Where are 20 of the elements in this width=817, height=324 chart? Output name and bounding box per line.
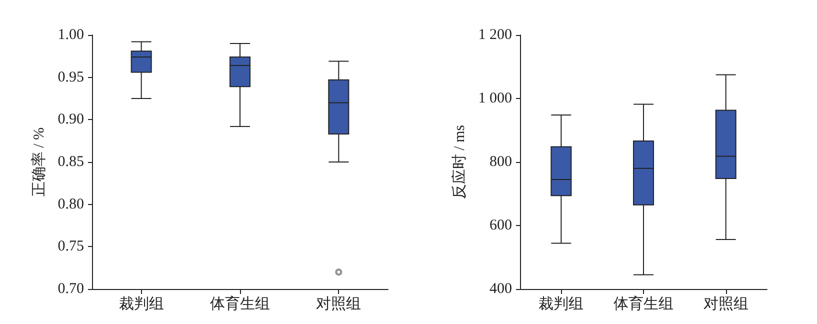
y-axis-title: 反应时 / ms [450, 124, 468, 200]
x-tick-label: 体育生组 [210, 296, 270, 312]
y-tick-label: 1 200 [478, 27, 512, 43]
y-tick-label: 0.70 [58, 281, 84, 297]
x-tick-label: 体育生组 [614, 296, 674, 312]
x-tick-label: 对照组 [316, 296, 362, 312]
y-tick-label: 0.75 [58, 238, 84, 255]
y-tick-label: 400 [490, 281, 512, 297]
y-tick-label: 1 000 [478, 90, 512, 106]
y-tick-label: 800 [490, 154, 512, 170]
y-tick-label: 0.80 [58, 196, 84, 212]
y-axis-title: 正确率 / % [30, 127, 48, 197]
x-tick-label: 裁判组 [538, 296, 584, 312]
y-tick-label: 600 [490, 218, 512, 234]
y-tick-label: 1.00 [58, 27, 84, 43]
x-tick-label: 对照组 [703, 296, 748, 312]
y-tick-label: 0.85 [58, 154, 84, 170]
x-tick-label: 裁判组 [118, 296, 164, 312]
y-tick-label: 0.95 [58, 69, 84, 86]
y-tick-label: 0.90 [58, 112, 84, 128]
